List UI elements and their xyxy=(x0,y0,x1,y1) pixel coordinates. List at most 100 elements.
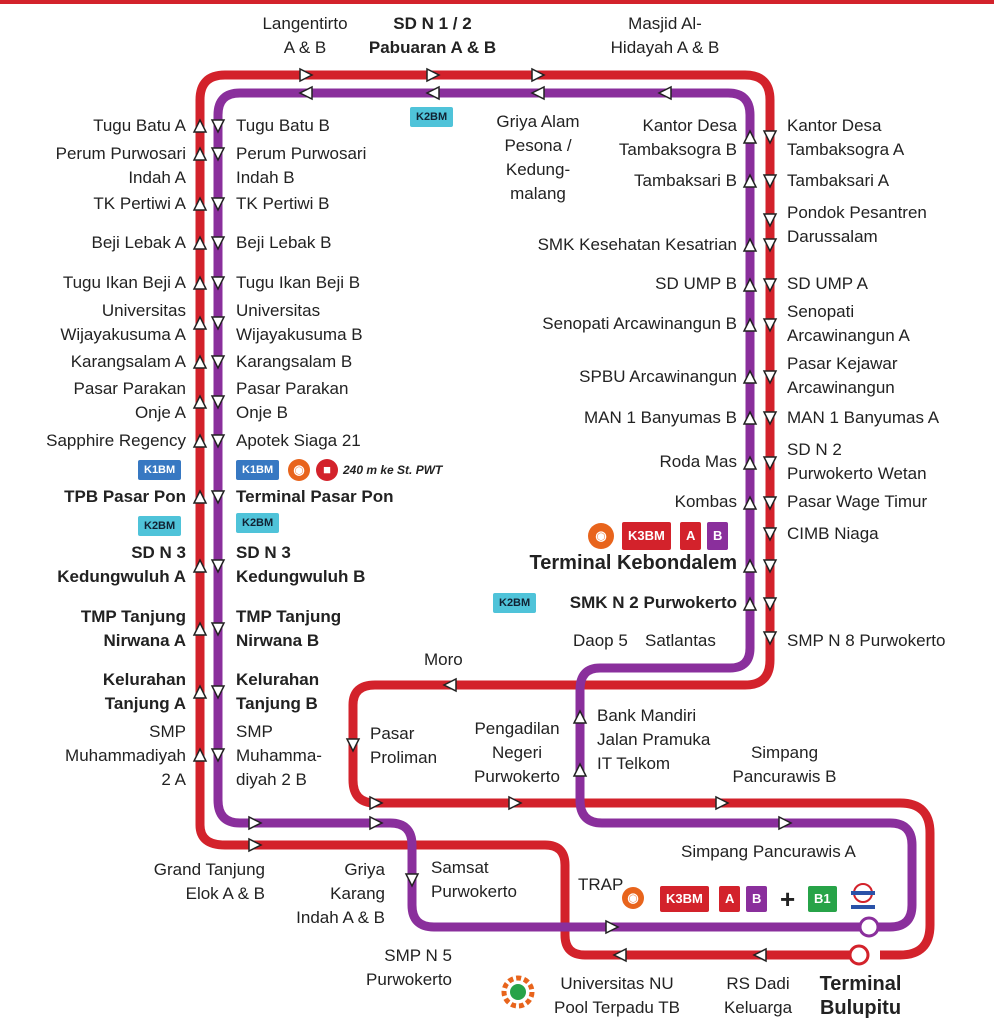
direction-arrow-icon xyxy=(762,238,778,253)
stop-label: Darussalam xyxy=(787,227,878,246)
direction-arrow-icon xyxy=(192,558,208,573)
purple-route-line-east xyxy=(575,115,917,932)
k2bm-badge: K2BM xyxy=(410,107,454,127)
stop-label: Tugu Batu B xyxy=(236,116,330,135)
stop-label: MAN 1 Banyumas B xyxy=(583,408,737,427)
purple-route-line xyxy=(213,88,860,932)
direction-arrow-icon xyxy=(762,456,778,471)
k3bm-badge: K3BM xyxy=(622,522,671,550)
direction-arrow-icon xyxy=(192,433,208,448)
stop-label: Onje A xyxy=(134,403,186,422)
direction-arrow-icon xyxy=(299,67,314,83)
stop-label: Indah A & B xyxy=(296,908,385,927)
stop-bank-mandiri: Bank Mandiri Jalan Pramuka IT Telkom xyxy=(597,704,710,776)
direction-arrow-icon xyxy=(192,315,208,330)
stop-label: Pasar Parakan xyxy=(73,379,186,398)
route-b-badge: B xyxy=(746,886,768,912)
direction-arrow-icon xyxy=(762,318,778,333)
stop-label: Kantor Desa xyxy=(642,116,738,135)
direction-arrow-icon xyxy=(210,119,226,134)
stop-label: Kelurahan xyxy=(102,670,186,689)
stop-label: Pasar Wage Timur xyxy=(787,492,928,511)
stop-label: TMP Tanjung xyxy=(236,607,342,626)
stop-pengadilan: Pengadilan Negeri Purwokerto xyxy=(458,717,576,789)
stop-label: Tambaksogra B xyxy=(618,140,737,159)
stop-label: SD UMP B xyxy=(655,274,737,293)
direction-arrow-icon xyxy=(425,85,440,101)
stop-label: Indah B xyxy=(236,168,295,187)
stop-left-a-9: TPB Pasar Pon xyxy=(64,485,186,509)
stop-left-b-4: Tugu Ikan Beji B xyxy=(236,271,360,295)
stop-label: Tambaksari A xyxy=(787,171,890,190)
direction-arrow-icon xyxy=(248,815,263,831)
stop-label: Purwokerto xyxy=(431,882,517,901)
direction-arrow-icon xyxy=(742,455,758,470)
stop-left-a-0: Tugu Batu A xyxy=(93,114,186,138)
stop-label: Kedungwuluh A xyxy=(57,567,186,586)
stop-right-b-10: SMK N 2 Purwokerto xyxy=(570,591,737,615)
stop-right-b-7: Roda Mas xyxy=(660,450,737,474)
direction-arrow-icon xyxy=(192,235,208,250)
stop-label: MAN 1 Banyumas A xyxy=(787,408,940,427)
stop-left-b-0: Tugu Batu B xyxy=(236,114,330,138)
stop-left-b-8: Apotek Siaga 21 xyxy=(236,429,361,453)
stop-label: Satlantas xyxy=(645,631,716,650)
stop-label: Griya Alam xyxy=(496,112,580,131)
stop-label: Pesona / xyxy=(504,136,572,155)
stop-label: Purwokerto xyxy=(474,767,560,786)
stop-left-b-9: Terminal Pasar Pon xyxy=(236,485,393,509)
stop-label: SMP xyxy=(149,722,186,741)
stop-right-b-4: Senopati Arcawinangun B xyxy=(542,312,737,336)
stop-label: SPBU Arcawinangun xyxy=(579,367,737,386)
direction-arrow-icon xyxy=(210,236,226,251)
direction-arrow-icon xyxy=(742,173,758,188)
stop-griya-alam: Griya Alam Pesona / Kedung- malang xyxy=(478,110,598,206)
stop-label: Kedungwuluh B xyxy=(236,567,366,586)
stop-label: Perum Purwosari xyxy=(55,144,186,163)
direction-arrow-icon xyxy=(192,394,208,409)
stop-left-b-5: Universitas Wijayakusuma B xyxy=(236,299,363,347)
terminal-bulupitu-marker xyxy=(848,944,870,966)
direction-arrow-icon xyxy=(762,496,778,511)
stop-left-a-2: TK Pertiwi A xyxy=(93,192,186,216)
stop-left-a-6: Karangsalam A xyxy=(71,350,186,374)
stop-label: Proliman xyxy=(370,748,438,767)
stop-right-a-3: SD UMP A xyxy=(787,272,868,296)
bus-icon: ◉ xyxy=(622,887,644,909)
stop-label: Tambaksogra A xyxy=(787,140,905,159)
train-icon: ■ xyxy=(316,459,338,481)
direction-arrow-icon xyxy=(192,118,208,133)
stop-label: Terminal Pasar Pon xyxy=(236,487,394,506)
direction-arrow-icon xyxy=(210,147,226,162)
k1bm-badge: K1BM xyxy=(138,460,182,480)
direction-arrow-icon xyxy=(192,684,208,699)
stop-left-a-7: Pasar Parakan Onje A xyxy=(74,377,186,425)
k3bm-badge: K3BM xyxy=(660,886,709,912)
stop-label: Pool Terpadu TB xyxy=(553,998,680,1017)
stop-right-b-12: Satlantas xyxy=(645,629,716,653)
direction-arrow-icon xyxy=(742,317,758,332)
bus-icon: ◉ xyxy=(288,459,310,481)
stop-label: Apotek Siaga 21 xyxy=(236,431,361,450)
stop-label: Pasar Kejawar xyxy=(787,354,898,373)
direction-arrow-icon xyxy=(612,947,627,963)
stop-label: Purwokerto xyxy=(366,970,452,989)
stop-label: Terminal Kebondalem xyxy=(529,552,737,574)
stop-label: Purwokerto Wetan xyxy=(787,464,927,483)
red-route-line xyxy=(195,70,860,960)
direction-arrow-icon xyxy=(248,837,263,853)
b1-badge: B1 xyxy=(808,886,837,912)
direction-arrow-icon xyxy=(210,622,226,637)
stop-left-a-11: TMP Tanjung Nirwana A xyxy=(81,605,186,653)
stop-label: Beji Lebak B xyxy=(236,233,332,252)
stop-label: Samsat xyxy=(431,858,489,877)
stop-label: 2 A xyxy=(161,770,186,789)
stop-right-b-5: SPBU Arcawinangun xyxy=(579,365,737,389)
direction-arrow-icon xyxy=(369,815,384,831)
direction-arrow-icon xyxy=(752,947,767,963)
route-b-badge: B xyxy=(707,522,729,550)
direction-arrow-icon xyxy=(210,748,226,763)
direction-arrow-icon xyxy=(605,919,620,935)
direction-arrow-icon xyxy=(715,795,730,811)
stop-label: CIMB Niaga xyxy=(787,524,879,543)
